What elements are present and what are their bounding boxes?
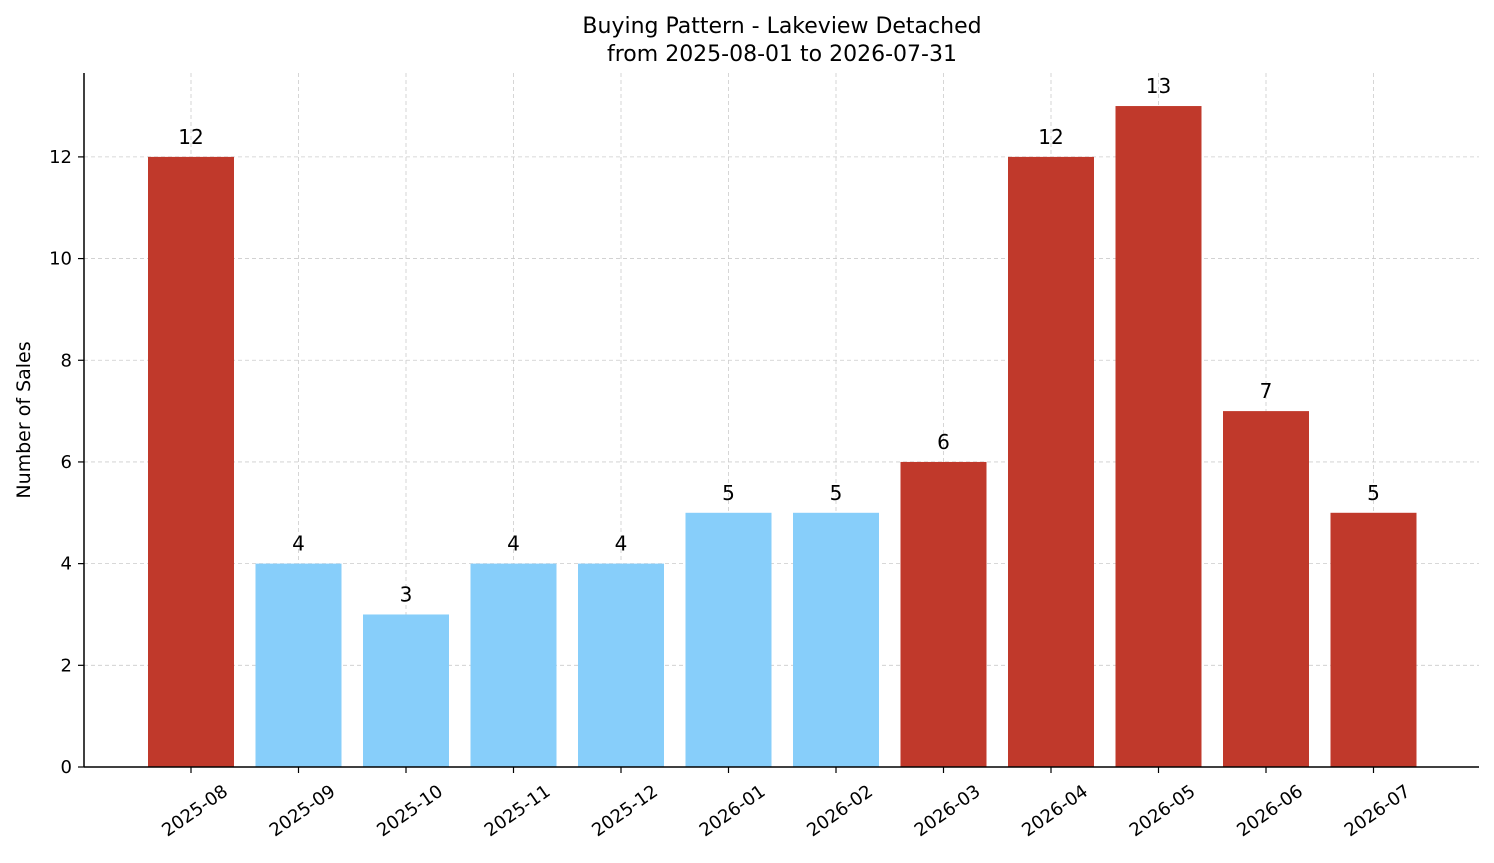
x-tick-label-2026-02: 2026-02 xyxy=(803,781,877,841)
bar-2025-12 xyxy=(578,563,664,767)
bar-value-label-2025-11: 4 xyxy=(507,532,520,556)
y-tick-label-12: 12 xyxy=(49,147,72,168)
bar-value-label-2025-10: 3 xyxy=(400,582,413,606)
bar-2025-09 xyxy=(255,563,342,767)
bar-2026-02 xyxy=(793,512,879,767)
y-tick-label-2: 2 xyxy=(61,655,72,676)
bar-2026-06 xyxy=(1223,411,1309,767)
bar-value-label-2026-07: 5 xyxy=(1367,481,1380,505)
x-tick-label-2026-03: 2026-03 xyxy=(911,781,985,841)
bar-value-label-2026-05: 13 xyxy=(1146,74,1171,98)
y-tick-label-6: 6 xyxy=(61,452,72,473)
bar-2026-03 xyxy=(900,461,987,767)
bar-2025-11 xyxy=(470,563,557,767)
x-tick-label-2025-12: 2025-12 xyxy=(588,781,662,841)
bar-2026-07 xyxy=(1330,512,1417,767)
y-axis-ticks: 0 2 4 6 8 10 12 xyxy=(49,147,84,778)
y-tick-label-10: 10 xyxy=(49,249,72,270)
y-axis-label: Number of Sales xyxy=(13,341,35,498)
x-tick-label-2026-04: 2026-04 xyxy=(1018,781,1092,841)
bar-value-label-2026-02: 5 xyxy=(830,481,843,505)
bar-value-label-2026-01: 5 xyxy=(722,481,735,505)
bar-value-label-2025-08: 12 xyxy=(178,125,203,149)
y-tick-label-4: 4 xyxy=(61,554,72,575)
bar-value-label-2026-03: 6 xyxy=(937,430,950,454)
x-tick-label-2026-01: 2026-01 xyxy=(696,781,770,841)
bar-value-label-2025-09: 4 xyxy=(292,532,305,556)
bar-series xyxy=(148,106,1417,768)
bar-2025-08 xyxy=(148,156,234,767)
x-tick-label-2026-06: 2026-06 xyxy=(1233,781,1307,841)
bar-2026-01 xyxy=(685,512,772,767)
x-axis-ticks: 2025-08 2025-09 2025-10 2025-11 2025-12 2026-… xyxy=(158,767,1414,841)
bar-value-label-2026-04: 12 xyxy=(1038,125,1063,149)
x-tick-label-2025-09: 2025-09 xyxy=(266,781,340,841)
y-tick-label-0: 0 xyxy=(61,757,72,778)
x-tick-label-2025-08: 2025-08 xyxy=(158,781,232,841)
x-tick-label-2025-11: 2025-11 xyxy=(481,781,555,841)
x-tick-label-2026-07: 2026-07 xyxy=(1341,781,1415,841)
bar-value-labels: 12 4 3 4 4 5 5 6 12 13 7 5 xyxy=(178,74,1380,606)
x-tick-label-2026-05: 2026-05 xyxy=(1126,781,1200,841)
bar-2026-05 xyxy=(1115,106,1202,768)
x-tick-label-2025-10: 2025-10 xyxy=(373,781,447,841)
bar-2025-10 xyxy=(363,614,449,767)
chart-title: Buying Pattern - Lakeview Detached xyxy=(582,14,981,39)
bar-value-label-2025-12: 4 xyxy=(615,532,628,556)
chart-subtitle: from 2025-08-01 to 2026-07-31 xyxy=(607,42,957,67)
y-tick-label-8: 8 xyxy=(61,350,72,371)
bar-value-label-2026-06: 7 xyxy=(1260,379,1273,403)
bar-2026-04 xyxy=(1008,156,1094,767)
